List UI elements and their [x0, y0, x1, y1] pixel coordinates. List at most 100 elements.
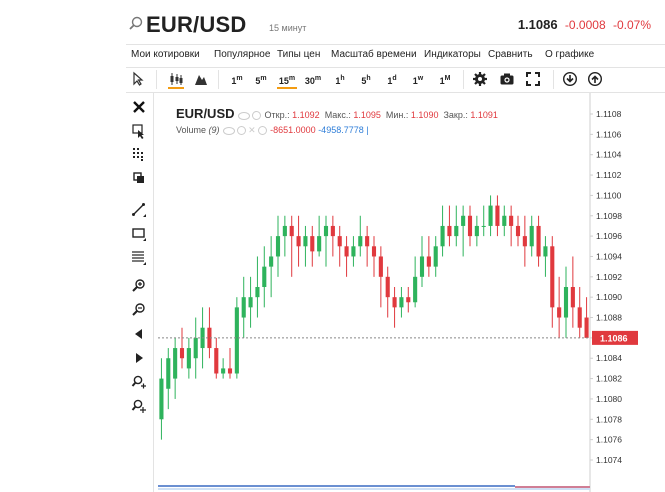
candle [365, 225, 370, 267]
candle [179, 327, 185, 369]
timeframe-1d[interactable]: 1d [386, 71, 398, 87]
price-tick-label: 1.1076 [596, 435, 622, 445]
gear-icon[interactable] [252, 111, 262, 121]
candle-body [406, 297, 411, 303]
menu-indicators[interactable]: Индикаторы [424, 49, 481, 60]
cursor-icon[interactable] [132, 71, 144, 87]
menu-time-scale[interactable]: Масштаб времени [331, 49, 417, 60]
candle [330, 215, 335, 257]
search-icon[interactable] [128, 16, 144, 32]
upload-icon[interactable] [587, 71, 603, 87]
scroll-right-icon[interactable] [131, 350, 147, 366]
gear-icon[interactable] [257, 126, 267, 136]
zoom-out-icon[interactable] [131, 302, 147, 318]
remove-icon[interactable]: ✕ [248, 125, 256, 135]
volume-label: Volume [176, 125, 207, 135]
candle [419, 236, 425, 287]
candle-body [495, 205, 500, 226]
candlestick-type-icon[interactable] [168, 71, 184, 89]
price-change: -0.0008 [564, 18, 606, 32]
menu-about-chart[interactable]: О графике [545, 49, 595, 60]
candle [310, 225, 315, 267]
candle [159, 358, 164, 440]
eye-icon[interactable] [238, 111, 251, 120]
candle-body [522, 236, 527, 247]
volume-value-2: -4958.7778 [318, 125, 364, 135]
candle-body [255, 287, 260, 298]
camera-icon[interactable] [499, 71, 515, 87]
copy-icon[interactable] [131, 170, 147, 186]
price-tick-label: 1.1096 [596, 231, 622, 241]
candle-body [454, 225, 459, 237]
timeframe-1m[interactable]: 1m [230, 71, 244, 87]
eye-icon[interactable] [223, 126, 236, 135]
download-icon[interactable] [562, 71, 578, 87]
candle [399, 287, 404, 318]
candle-body [241, 297, 246, 318]
scroll-left-icon[interactable] [131, 326, 147, 342]
timeframe-1M[interactable]: 1M [438, 71, 452, 87]
timeframe-5m[interactable]: 5m [254, 71, 268, 87]
candle [426, 236, 431, 277]
timeframe-unit: m [236, 75, 243, 82]
candle-body [227, 368, 233, 374]
menu-my-quotes[interactable]: Мои котировки [131, 49, 200, 60]
timeframe-number: 1 [231, 76, 237, 86]
candle-body [413, 276, 418, 303]
timeframe-unit: m [260, 75, 267, 82]
candle-body [166, 358, 171, 389]
timeframe-1w[interactable]: 1w [411, 71, 425, 87]
pan-icon[interactable] [131, 398, 147, 414]
rectangle-icon[interactable] [131, 225, 147, 241]
candle-body [529, 225, 534, 247]
candle [351, 236, 356, 267]
timeframe-15m[interactable]: 15m [277, 71, 297, 89]
area-type-icon[interactable] [194, 71, 208, 87]
last-price-tag-text: 1.1086 [600, 333, 628, 343]
price-tick-label: 1.1088 [596, 313, 622, 323]
timeframe-30m[interactable]: 30m [303, 71, 323, 87]
candle [447, 205, 452, 247]
timeframe-5h[interactable]: 5h [360, 71, 372, 87]
timeframe-number: 1 [387, 76, 393, 86]
candle [577, 287, 582, 338]
close-icon[interactable] [131, 99, 147, 115]
menu-price-types[interactable]: Типы цен [277, 49, 321, 60]
menu-compare[interactable]: Сравнить [488, 49, 533, 60]
zoom-in-icon[interactable] [131, 278, 147, 294]
price-tick-label: 1.1090 [596, 292, 622, 302]
candle [509, 205, 514, 247]
timeframe-number: 30 [304, 76, 315, 86]
price-tick-label: 1.1108 [596, 109, 622, 119]
crosshair-dots-icon[interactable] [131, 146, 147, 162]
fibonacci-lines-icon[interactable] [131, 249, 147, 265]
candle-body [557, 307, 562, 318]
candle-body [419, 256, 425, 277]
price-tick-label: 1.1102 [596, 170, 622, 180]
zoom-reset-icon[interactable] [131, 374, 147, 390]
candle-body [543, 246, 548, 257]
candle [502, 205, 507, 237]
candle-body [221, 368, 226, 374]
menu-popular[interactable]: Популярное [214, 49, 271, 60]
chart-toolbar: 1m 5m 15m 30m 1h 5h 1d 1w 1M [126, 67, 665, 93]
price-axis[interactable]: 1.1108 1.1106 1.1104 1.1102 1.1100 1.1098 1.10… [590, 109, 622, 465]
settings-gear-icon[interactable] [472, 71, 488, 87]
volume-value-1: -8651.0000 [270, 125, 316, 135]
trend-line-icon[interactable] [131, 201, 147, 217]
candle-body [433, 246, 438, 267]
candle-body [509, 215, 514, 226]
gear-icon[interactable] [237, 126, 247, 136]
price-tick-label: 1.1082 [596, 374, 622, 384]
candle [248, 276, 253, 328]
candle-body [179, 348, 185, 359]
fullscreen-icon[interactable] [525, 71, 541, 87]
toolbar-divider [218, 70, 219, 89]
price-tick-label: 1.1074 [596, 455, 622, 465]
candle-body [502, 215, 507, 226]
timeframe-1h[interactable]: 1h [334, 71, 346, 87]
candle [275, 215, 281, 277]
select-area-icon[interactable] [131, 123, 147, 139]
open-value: 1.1092 [292, 110, 320, 120]
